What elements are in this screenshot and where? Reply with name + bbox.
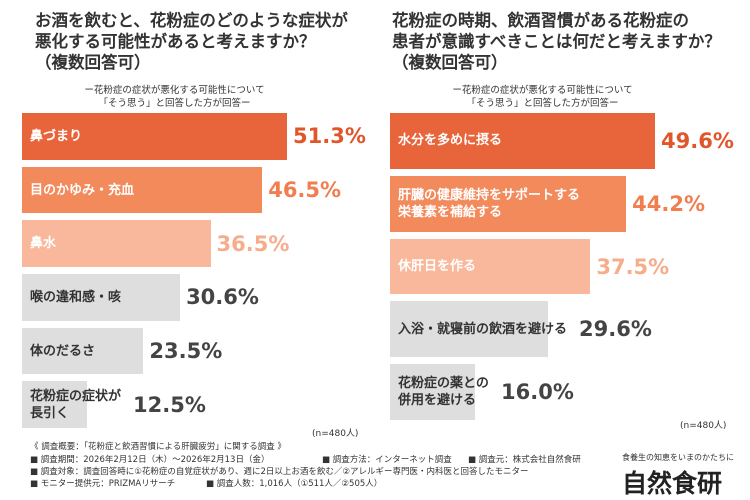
value-label: 36.5%: [216, 231, 290, 256]
value-label: 29.6%: [579, 317, 652, 342]
category-label: 水分を多めに摂る: [398, 133, 503, 149]
footer-item: ■ モニター提供元：PRIZMAリサーチ: [30, 479, 176, 489]
bar: [390, 364, 476, 420]
category-label: 鼻水: [30, 236, 57, 252]
category-label: 花粉症の薬との 併用を避ける: [398, 376, 489, 409]
bar: [390, 238, 591, 295]
bar: [22, 381, 87, 428]
footer-heading: 《 調査概要：「花粉症と飲酒習慣による肝臓疲労」に関する調査 》: [30, 442, 286, 452]
value-label: 44.2%: [632, 191, 705, 216]
footer-item: ■ 調査方法：インターネット調査: [322, 455, 452, 465]
value-label: 37.5%: [596, 254, 670, 279]
category-label: 休肝日を作る: [398, 259, 477, 274]
chart-title: 花粉症の時期、飲酒習慣がある花粉症の 患者が意識すべきことは何だと考えますか？ …: [392, 11, 721, 72]
footer-item: ■ 調査元：株式会社自然食研: [468, 455, 581, 465]
category-label: 喉の違和感・咳: [30, 289, 122, 305]
category-label: 目のかゆみ・充血: [30, 182, 135, 198]
category-label: 体のだるさ: [30, 343, 96, 359]
value-label: 12.5%: [133, 392, 206, 417]
brand: 自然食研: [622, 469, 723, 498]
chart-title: お酒を飲むと、花粉症のどのような症状が 悪化する可能性があると考えますか？ （複…: [35, 11, 348, 72]
chart-subtitle: ー花粉症の症状が悪化する可能性について 「そう思う」と回答した方が回答ー: [452, 85, 633, 109]
value-label: 23.5%: [149, 339, 223, 363]
category-label: 花粉症の症状が 長引く: [30, 388, 122, 421]
value-label: 49.6%: [661, 128, 734, 153]
bar: [22, 113, 287, 160]
bar: [390, 113, 655, 169]
footer-item: ■ 調査期間：2026年2月12日（木）〜2026年2月13日（金）: [30, 455, 270, 465]
category-label: 入浴・就寝前の飲酒を避ける: [398, 321, 568, 337]
chart-subtitle: ー花粉症の症状が悪化する可能性について 「そう思う」と回答した方が回答ー: [84, 85, 265, 109]
category-label: 肝臓の健康維持をサポートする 栄養素を補給する: [398, 187, 581, 220]
bar: [390, 301, 549, 358]
value-label: 51.3%: [293, 124, 366, 149]
value-label: 30.6%: [186, 285, 259, 310]
sample-size: (n=480人): [680, 421, 727, 431]
value-label: 46.5%: [268, 178, 342, 202]
value-label: 16.0%: [501, 380, 574, 405]
category-label: 鼻づまり: [30, 128, 83, 144]
footer-item: ■ 調査人数：1,016人（①511人／②505人）: [206, 479, 383, 489]
bar: [390, 175, 627, 232]
bar: [22, 274, 181, 321]
bar: [22, 220, 211, 267]
sample-size: (n=480人): [312, 429, 359, 439]
footer-item: ■ 調査対象：調査回答時に①花粉症の自覚症状があり、週に2日以上お酒を飲む／②ア…: [30, 467, 529, 477]
bar: [22, 166, 263, 214]
bar: [22, 327, 144, 375]
tagline: 食養生の知恵をいまのかたちに: [622, 453, 734, 462]
